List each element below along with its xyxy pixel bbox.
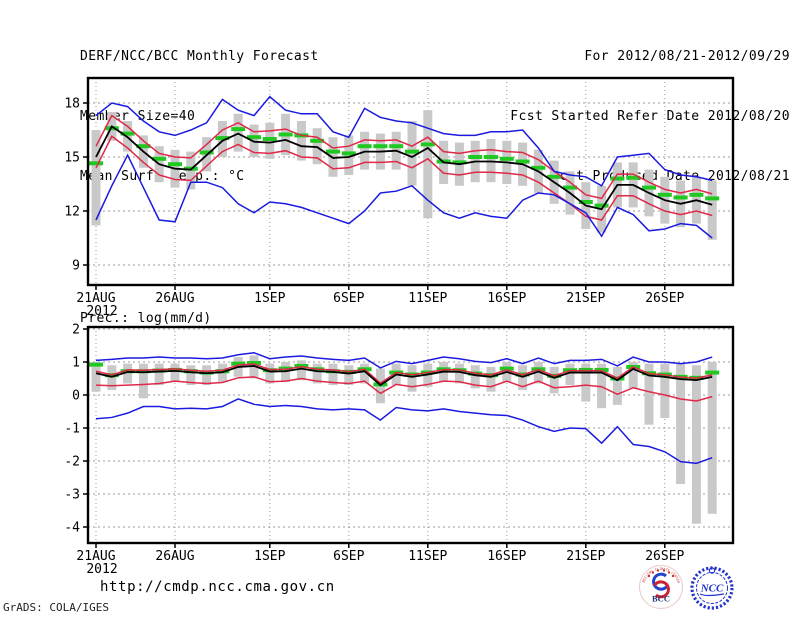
svg-text:16SEP: 16SEP: [487, 291, 526, 306]
forecast-period-label: For 2012/08/21-2012/09/29: [584, 49, 790, 64]
precipitation-ensemble-chart: -4 -3 -2 -1 0 1 2 21AUG 26AUG 1SEP 6SEP 11SEP 16SEP 2…: [64, 323, 735, 577]
svg-text:1SEP: 1SEP: [254, 291, 285, 306]
svg-text:11SEP: 11SEP: [408, 291, 447, 306]
svg-text:16SEP: 16SEP: [487, 549, 526, 564]
svg-text:26AUG: 26AUG: [155, 549, 194, 564]
ncc-logo: NCC: [690, 566, 734, 610]
svg-text:2012: 2012: [86, 562, 117, 577]
svg-text:26AUG: 26AUG: [155, 291, 194, 306]
precip-chart-title: Prec.: log(mm/d): [80, 311, 212, 326]
svg-text:6SEP: 6SEP: [333, 291, 364, 306]
bcc-ring-marks: [648, 569, 674, 577]
ncc-globe-icon: [708, 567, 716, 574]
svg-text:-1: -1: [64, 422, 80, 437]
svg-text:15: 15: [64, 151, 80, 166]
svg-text:-4: -4: [64, 521, 80, 536]
svg-text:26SEP: 26SEP: [645, 291, 684, 306]
svg-text:21SEP: 21SEP: [566, 549, 605, 564]
svg-text:-3: -3: [64, 488, 80, 503]
svg-text:21SEP: 21SEP: [566, 291, 605, 306]
svg-text:12: 12: [64, 205, 80, 220]
member-size-label: Member Size=40: [80, 109, 196, 124]
svg-text:11SEP: 11SEP: [408, 549, 447, 564]
bcc-logo: BCC BEIJING CLIMATE CENTER: [639, 565, 683, 609]
bcc-logo-text: BCC: [652, 594, 670, 604]
svg-text:6SEP: 6SEP: [333, 549, 364, 564]
temperature-ensemble-chart: 9 12 15 18 21AUG 26AUG 1SEP 6SEP 11SEP 16SEP 21SEP…: [64, 76, 735, 318]
svg-text:9: 9: [72, 259, 80, 274]
svg-text:2012: 2012: [86, 304, 117, 318]
page-title: DERF/NCC/BCC Monthly Forecast: [80, 49, 319, 64]
svg-text:26SEP: 26SEP: [645, 549, 684, 564]
svg-text:2: 2: [72, 323, 80, 338]
source-url: http://cmdp.ncc.cma.gov.cn: [100, 579, 335, 595]
svg-text:0: 0: [72, 389, 80, 404]
grads-credit: GrADS: COLA/IGES: [3, 601, 109, 614]
svg-text:1SEP: 1SEP: [254, 549, 285, 564]
svg-text:18: 18: [64, 97, 80, 112]
svg-text:1: 1: [72, 356, 80, 371]
ncc-logo-text: NCC: [700, 583, 724, 595]
svg-text:21AUG: 21AUG: [76, 291, 115, 306]
svg-text:-2: -2: [64, 455, 80, 470]
fcst-refer-date-label: Fcst Started Refer Date 2012/08/20: [510, 109, 790, 124]
svg-text:21AUG: 21AUG: [76, 549, 115, 564]
